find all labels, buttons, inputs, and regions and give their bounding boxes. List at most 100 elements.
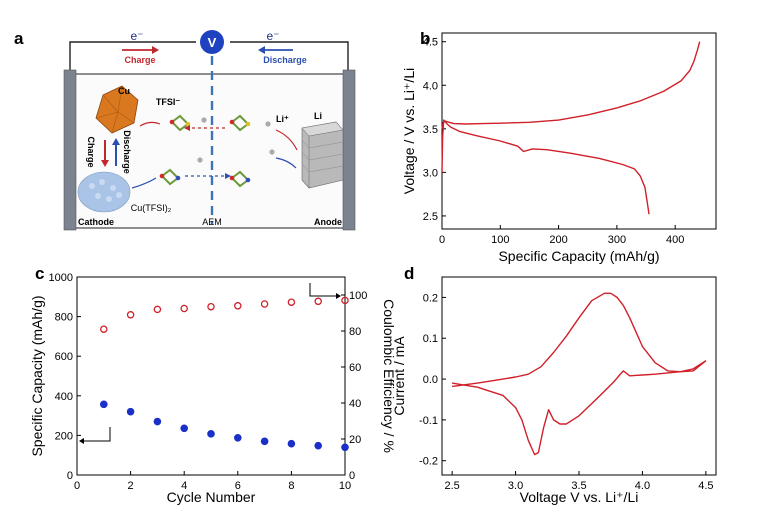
capacity-point xyxy=(234,433,242,442)
panel-c-xtick-label: 0 xyxy=(74,480,80,492)
panel-c-y2tick-label: 60 xyxy=(349,362,361,374)
discharge-label: Discharge xyxy=(263,55,307,65)
anode-to-li-arrow xyxy=(275,157,297,169)
capacity-point xyxy=(100,400,108,409)
left-axis-indicator xyxy=(84,427,111,442)
aem-label: AEM xyxy=(202,217,222,227)
efficiency-point xyxy=(260,300,269,308)
tfsi-label: TFSI⁻ xyxy=(156,97,180,107)
capacity-point xyxy=(207,430,215,438)
charge-curve xyxy=(441,41,701,129)
panel-c-frame xyxy=(76,276,346,476)
charge-vertical-label: Charge xyxy=(86,136,96,167)
panel-d-ytick-label: 0.2 xyxy=(423,292,438,304)
panel-c-y2tick-label: 40 xyxy=(349,398,361,410)
capacity-point xyxy=(153,417,162,426)
panel-c-y2tick-label: 80 xyxy=(349,326,361,338)
panel-c-xtick-label: 10 xyxy=(339,480,351,492)
panel-d-ytick-label: -0.1 xyxy=(419,415,438,427)
discharge-vertical-label: Discharge xyxy=(122,130,132,174)
panel-c-y2tick-label: 20 xyxy=(349,434,361,446)
panel-b-xtick-label: 200 xyxy=(549,234,567,246)
li-ion-label: Li⁺ xyxy=(276,114,289,124)
charge-arrowhead xyxy=(152,46,159,54)
cathode-collector xyxy=(63,69,77,231)
panel-d: d 2.5 3.0 3.5 4.0 4.5 -0.2 -0.1 0.0 0.1 0.2 Volta… xyxy=(391,264,717,505)
panel-b-ytick-label: 2.5 xyxy=(423,211,438,223)
panel-c-ylabel: Specific Capacity (mAh/g) xyxy=(29,295,45,456)
panel-d-xtick-label: 3.5 xyxy=(571,480,586,492)
panel-d-ylabel: Current / mA xyxy=(391,336,407,416)
panel-c-ytick-label: 0 xyxy=(67,470,73,482)
panel-b-label: b xyxy=(420,29,430,48)
li-label: Li xyxy=(314,111,322,121)
tfsi-blue-flow-head xyxy=(225,173,231,179)
efficiency-point xyxy=(341,296,349,305)
capacity-point xyxy=(341,443,349,452)
panel-a: a V e⁻ e⁻ Charge Discharge AEM Cu xyxy=(14,29,356,231)
efficiency-point xyxy=(287,298,296,306)
anode-collector xyxy=(342,69,356,231)
panel-c-points xyxy=(100,296,349,452)
discharge-vertical-arrowhead xyxy=(112,138,120,145)
panel-b-ylabel: Voltage / V vs. Li⁺/Li xyxy=(401,68,417,194)
discharge-curve xyxy=(441,119,650,215)
panel-b-xlabel: Specific Capacity (mAh/g) xyxy=(498,248,659,264)
panel-c-ytick-label: 800 xyxy=(55,312,73,324)
panel-c-ytick-label: 200 xyxy=(55,430,73,442)
lithium-block xyxy=(301,121,344,189)
panel-d-xtick-label: 4.5 xyxy=(698,480,713,492)
panel-c-ytick-label: 600 xyxy=(55,351,73,363)
tfsi-to-salt-arrow xyxy=(131,177,157,189)
panel-d-ticks: 2.5 3.0 3.5 4.0 4.5 -0.2 -0.1 0.0 0.1 0.2 xyxy=(419,292,713,492)
panel-d-label: d xyxy=(404,264,414,283)
panel-d-frame xyxy=(441,276,717,476)
panel-c-label: c xyxy=(35,264,44,283)
left-axis-indicator-head xyxy=(79,438,84,444)
cv-cathodic-sweep xyxy=(451,360,707,456)
panel-d-xtick-label: 4.0 xyxy=(635,480,650,492)
electron-left-label: e⁻ xyxy=(130,29,143,43)
panel-c-xlabel: Cycle Number xyxy=(167,489,256,505)
efficiency-point xyxy=(100,325,108,333)
panel-b-xtick-label: 0 xyxy=(439,234,445,246)
cu-tfsi-particle xyxy=(77,171,131,213)
efficiency-point xyxy=(180,304,188,313)
cv-anodic-sweep xyxy=(452,292,707,388)
panel-d-xtick-label: 2.5 xyxy=(444,480,459,492)
voltmeter-label: V xyxy=(208,35,217,50)
efficiency-point xyxy=(126,311,135,319)
panel-b-ytick-label: 3.5 xyxy=(423,124,438,136)
right-axis-indicator xyxy=(309,283,336,297)
panel-c-xtick-label: 6 xyxy=(235,480,241,492)
discharge-arrowhead xyxy=(258,46,265,54)
tfsi-atoms xyxy=(159,117,275,183)
efficiency-point xyxy=(153,305,162,314)
panel-b-xtick-label: 300 xyxy=(608,234,626,246)
panel-b-ticks: 0 100 200 300 400 2.5 3.0 3.5 4.0 4.5 xyxy=(423,37,685,246)
panel-a-label: a xyxy=(14,29,24,48)
circuit-wire xyxy=(69,41,349,72)
cu-tfsi-label: Cu(TFSI)₂ xyxy=(131,203,172,213)
cu-to-tfsi-arrow xyxy=(139,121,161,127)
panel-c-ytick-label: 1000 xyxy=(49,272,73,284)
panel-c-xtick-label: 2 xyxy=(128,480,134,492)
panel-c-y2label: Coulombic Efficiency / % xyxy=(381,299,397,453)
efficiency-point xyxy=(207,302,215,311)
right-axis-indicator-head xyxy=(336,293,341,299)
capacity-point xyxy=(287,439,296,448)
efficiency-point xyxy=(314,297,322,306)
capacity-point xyxy=(180,424,188,433)
cu-particle xyxy=(95,85,139,134)
tfsi-red-flow-head xyxy=(184,125,190,131)
panel-d-ytick-label: -0.2 xyxy=(419,456,438,468)
panel-d-xtick-label: 3.0 xyxy=(508,480,523,492)
capacity-point xyxy=(314,441,323,450)
panel-b-xtick-label: 100 xyxy=(491,234,509,246)
electron-right-label: e⁻ xyxy=(266,29,279,43)
capacity-point xyxy=(260,437,269,446)
panel-c-ytick-label: 400 xyxy=(55,391,73,403)
